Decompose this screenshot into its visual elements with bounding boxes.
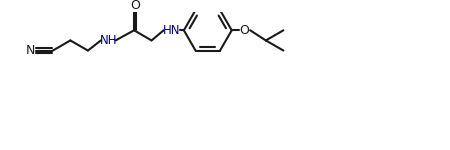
Text: HN: HN (163, 24, 180, 37)
Text: NH: NH (99, 34, 117, 47)
Text: O: O (130, 0, 140, 12)
Text: O: O (240, 24, 250, 37)
Text: N: N (26, 44, 36, 57)
